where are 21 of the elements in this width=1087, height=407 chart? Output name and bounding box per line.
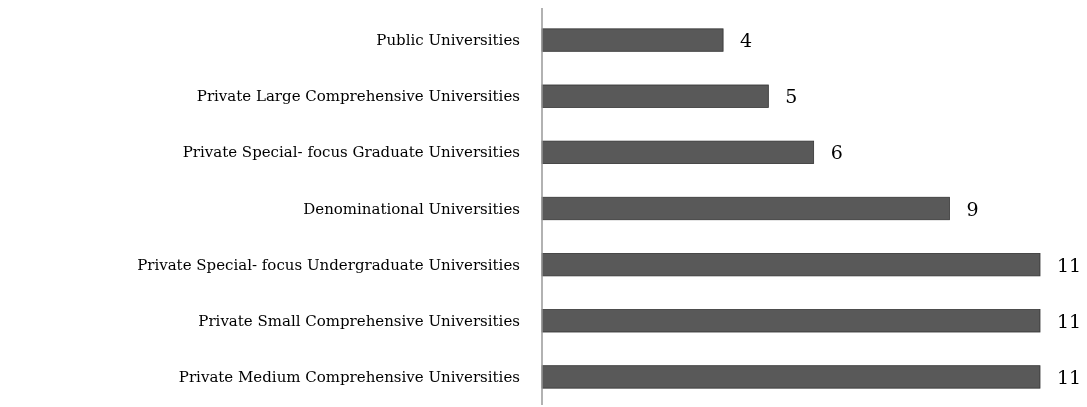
data-label: 11 bbox=[1057, 309, 1082, 332]
y-tick-label: Public Universities bbox=[376, 31, 520, 50]
data-label: 6 bbox=[830, 141, 843, 164]
data-label: 4 bbox=[740, 29, 753, 52]
y-tick-label: Private Large Comprehensive Universities bbox=[196, 87, 520, 106]
bar bbox=[541, 140, 815, 164]
y-tick-label: Private Medium Comprehensive Universities bbox=[178, 367, 520, 386]
bar bbox=[541, 365, 1041, 389]
bar bbox=[541, 28, 724, 52]
bar bbox=[541, 309, 1041, 333]
y-tick-label: Denominational Universities bbox=[303, 199, 520, 218]
y-tick-label: Private Special- focus Graduate Universities bbox=[182, 143, 520, 162]
data-label: 11 bbox=[1057, 365, 1082, 388]
y-tick-label: Private Special- focus Undergraduate Universities bbox=[137, 255, 520, 274]
data-label: 5 bbox=[785, 85, 798, 108]
bar bbox=[541, 196, 950, 221]
data-label: 11 bbox=[1057, 253, 1082, 276]
bar bbox=[541, 84, 769, 108]
y-tick-label: Private Small Comprehensive Universities bbox=[198, 311, 520, 330]
bar bbox=[541, 253, 1041, 277]
data-label: 9 bbox=[966, 197, 979, 220]
